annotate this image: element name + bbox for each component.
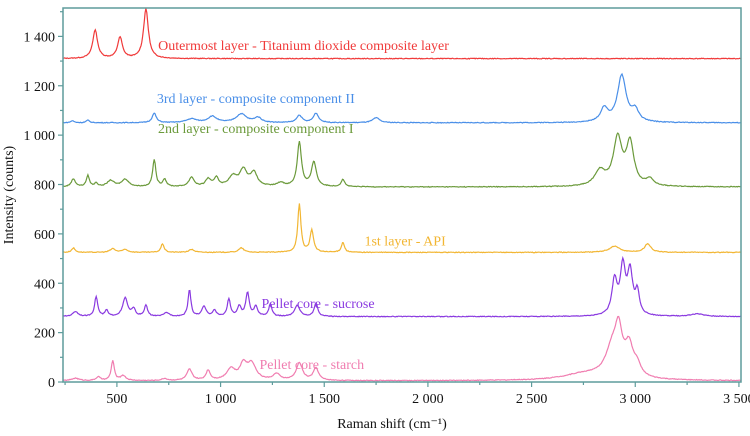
x-tick-label: 2 500	[516, 392, 548, 407]
spectrum-line-4	[62, 255, 741, 318]
x-tick-label: 2 000	[412, 392, 444, 407]
spectrum-line-3	[62, 203, 741, 254]
x-tick-label: 1 500	[308, 392, 340, 407]
x-axis-label: Raman shift (cm⁻¹)	[337, 417, 447, 432]
x-tick-label: 1 000	[205, 392, 237, 407]
spectrum-line-0	[62, 8, 741, 60]
y-tick-label: 600	[34, 228, 55, 243]
y-axis-label: Intensity (counts)	[2, 145, 17, 244]
y-tick-label: 1 200	[24, 80, 56, 95]
y-tick-label: 200	[34, 327, 55, 342]
series-label-0: Outermost layer - Titanium dioxide compo…	[158, 39, 449, 54]
spectrum-line-2	[62, 132, 741, 188]
spectrum-line-1	[62, 72, 741, 124]
y-tick-label: 400	[34, 277, 55, 292]
y-tick-label: 1 000	[24, 129, 56, 144]
series-label-3: 1st layer - API	[364, 235, 446, 250]
spectrum-line-5	[62, 315, 741, 382]
series-label-2: 2nd layer - composite component I	[158, 122, 354, 137]
y-tick-label: 800	[34, 179, 55, 194]
series-label-5: Pellet core - starch	[260, 358, 365, 373]
y-tick-label: 0	[48, 376, 55, 391]
x-tick-label: 3 500	[723, 392, 750, 407]
plot-frame	[62, 7, 742, 383]
series-label-4: Pellet core - sucrose	[261, 297, 374, 312]
x-tick-label: 3 000	[620, 392, 652, 407]
y-tick-label: 1 400	[24, 30, 56, 45]
series-label-1: 3rd layer - composite component II	[157, 92, 355, 107]
x-tick-label: 500	[106, 392, 127, 407]
